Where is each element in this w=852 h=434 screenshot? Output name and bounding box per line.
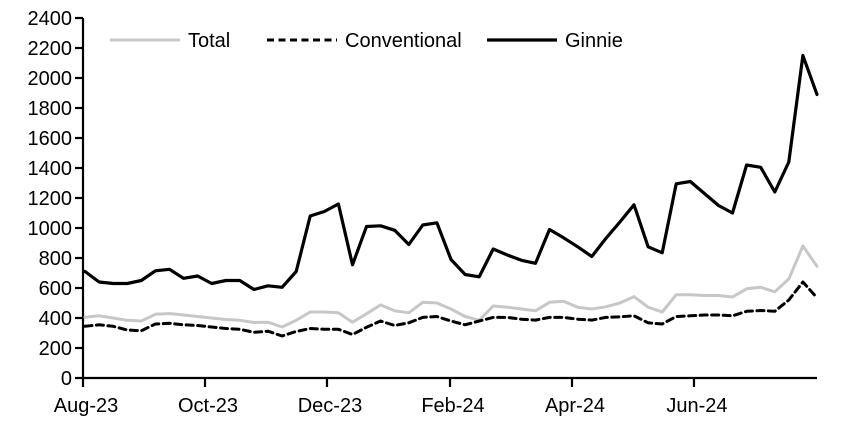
- y-tick-label: 1200: [28, 188, 73, 210]
- y-tick-label: 600: [39, 278, 72, 300]
- legend-label-ginnie: Ginnie: [565, 30, 623, 52]
- legend-label-conventional: Conventional: [345, 30, 462, 52]
- x-tick-label: Aug-23: [54, 395, 119, 417]
- series-total-line: [83, 244, 819, 329]
- y-tick-label: 800: [39, 248, 72, 270]
- y-tick-label: 2400: [28, 8, 73, 30]
- series-ginnie-line: [83, 53, 819, 292]
- y-tick-label: 1800: [28, 98, 73, 120]
- legend-item-total: Total: [110, 30, 230, 52]
- y-tick-label: 2000: [28, 68, 73, 90]
- x-tick-label: Jun-24: [666, 395, 727, 417]
- x-tick-label: Apr-24: [545, 395, 605, 417]
- y-tick-label: 0: [61, 368, 72, 390]
- legend-label-total: Total: [188, 30, 230, 52]
- y-tick-label: 1000: [28, 218, 73, 240]
- y-tick-label: 2200: [28, 38, 73, 60]
- legend-item-conventional: Conventional: [267, 30, 462, 52]
- y-tick-label: 1400: [28, 158, 73, 180]
- series-conventional-line: [83, 280, 819, 338]
- legend-item-ginnie: Ginnie: [487, 30, 623, 52]
- x-tick-label: Oct-23: [178, 395, 238, 417]
- y-tick-label: 1600: [28, 128, 73, 150]
- x-tick-label: Dec-23: [298, 395, 362, 417]
- y-tick-label: 200: [39, 338, 72, 360]
- y-tick-label: 400: [39, 308, 72, 330]
- x-tick-label: Feb-24: [421, 395, 484, 417]
- legend: Total Conventional Ginnie: [110, 30, 623, 52]
